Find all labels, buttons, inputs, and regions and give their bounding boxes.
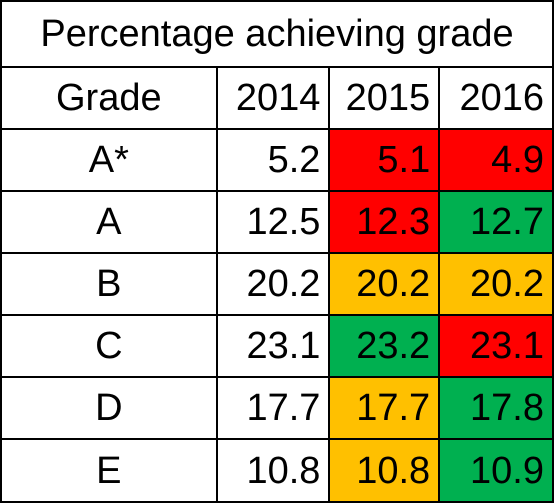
table-title: Percentage achieving grade — [0, 0, 554, 68]
value-2016-cell: 4.9 — [438, 128, 554, 192]
table-row: C 23.1 23.2 23.1 — [0, 314, 554, 378]
header-2016: 2016 — [438, 66, 554, 130]
value-2015-cell: 20.2 — [328, 252, 441, 316]
value-2015-cell: 12.3 — [328, 190, 441, 254]
value-2016-cell: 17.8 — [438, 376, 554, 440]
value-2016-cell: 10.9 — [438, 438, 554, 503]
value-2014-cell: 20.2 — [215, 252, 331, 316]
grade-cell: D — [0, 376, 218, 440]
table-row: D 17.7 17.7 17.8 — [0, 376, 554, 440]
value-2016-cell: 23.1 — [438, 314, 554, 378]
value-2014-cell: 17.7 — [215, 376, 331, 440]
value-2014-cell: 10.8 — [215, 438, 331, 503]
table-row: B 20.2 20.2 20.2 — [0, 252, 554, 316]
value-2015-cell: 17.7 — [328, 376, 441, 440]
header-2014: 2014 — [215, 66, 331, 130]
value-2014-cell: 5.2 — [215, 128, 331, 192]
table-row: E 10.8 10.8 10.9 — [0, 438, 554, 503]
header-2015: 2015 — [328, 66, 441, 130]
value-2014-cell: 12.5 — [215, 190, 331, 254]
grade-cell: A — [0, 190, 218, 254]
value-2016-cell: 20.2 — [438, 252, 554, 316]
value-2015-cell: 23.2 — [328, 314, 441, 378]
title-row: Percentage achieving grade — [0, 0, 554, 68]
header-row: Grade 2014 2015 2016 — [0, 66, 554, 130]
table-row: A* 5.2 5.1 4.9 — [0, 128, 554, 192]
header-grade: Grade — [0, 66, 218, 130]
grade-cell: E — [0, 438, 218, 503]
value-2014-cell: 23.1 — [215, 314, 331, 378]
value-2016-cell: 12.7 — [438, 190, 554, 254]
grade-cell: A* — [0, 128, 218, 192]
value-2015-cell: 10.8 — [328, 438, 441, 503]
table-row: A 12.5 12.3 12.7 — [0, 190, 554, 254]
value-2015-cell: 5.1 — [328, 128, 441, 192]
grade-cell: B — [0, 252, 218, 316]
grade-cell: C — [0, 314, 218, 378]
